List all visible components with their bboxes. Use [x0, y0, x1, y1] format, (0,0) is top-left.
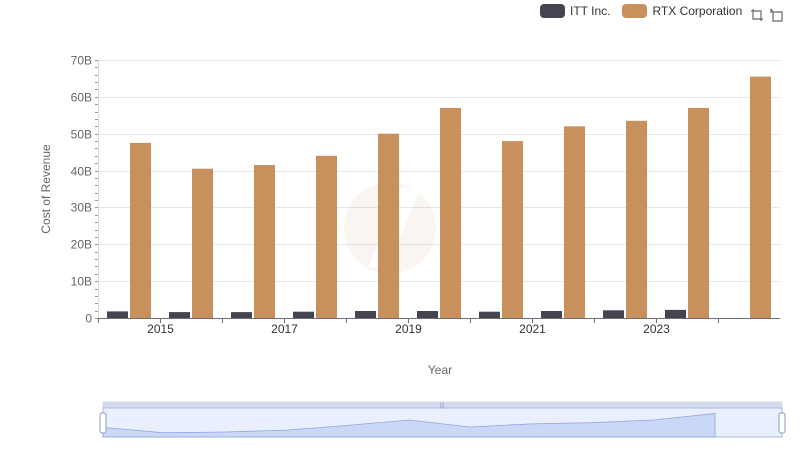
legend-item-itt[interactable]: ITT Inc.	[540, 4, 610, 18]
data-zoom-slider[interactable]: |||	[99, 401, 786, 438]
chart-toolbar	[746, 6, 786, 24]
y-tick-label: 10B	[71, 275, 92, 289]
legend-swatch-rtx	[622, 4, 648, 18]
bar-rtx-2016[interactable]	[254, 165, 275, 318]
y-tick-label: 40B	[71, 165, 92, 179]
bar-rtx-2018[interactable]	[378, 133, 399, 318]
y-axis-label: Cost of Revenue	[39, 144, 53, 234]
legend-label-itt: ITT Inc.	[570, 4, 611, 18]
bar-rtx-2023[interactable]	[688, 107, 709, 319]
legend-label-rtx: RTX Corporation	[652, 4, 743, 18]
legend-item-rtx[interactable]: RTX Corporation	[622, 4, 742, 18]
bar-rtx-2015[interactable]	[192, 168, 213, 318]
bar-itt-2019[interactable]	[417, 311, 438, 318]
bar-itt-2015[interactable]	[169, 312, 190, 318]
x-tick-label: 2023	[643, 322, 670, 336]
bar-rtx-2014[interactable]	[130, 142, 151, 318]
bar-itt-2022[interactable]	[603, 310, 624, 318]
legend: ITT Inc. RTX Corporation	[540, 4, 754, 18]
y-axis-ticks: 0 10B 20B 30B 40B 50B 60B 70B	[71, 54, 99, 326]
bar-itt-2021[interactable]	[541, 311, 562, 318]
x-tick-label: 2017	[271, 322, 298, 336]
slider-preview-area	[102, 413, 716, 438]
slider-handle-left[interactable]	[99, 412, 107, 434]
zoom-icon[interactable]	[748, 6, 766, 24]
y-tick-label: 20B	[71, 238, 92, 252]
bar-itt-2020[interactable]	[479, 311, 500, 318]
y-tick-label: 60B	[71, 91, 92, 105]
bar-itt-2014[interactable]	[107, 311, 128, 318]
bar-itt-2016[interactable]	[231, 312, 252, 318]
bar-itt-2018[interactable]	[355, 311, 376, 318]
slider-handle-right[interactable]	[778, 412, 786, 434]
bar-rtx-2022[interactable]	[626, 120, 647, 318]
restore-icon[interactable]	[768, 6, 786, 24]
y-tick-label: 0	[85, 312, 92, 326]
x-axis-label: Year	[428, 363, 452, 377]
bar-rtx-2020[interactable]	[502, 141, 523, 318]
x-tick-label: 2015	[147, 322, 174, 336]
bar-itt-2023[interactable]	[665, 309, 686, 318]
bar-rtx-2024[interactable]	[750, 76, 771, 318]
x-axis-ticks: 2015 2017 2019 2021 2023	[98, 318, 719, 336]
y-tick-label: 70B	[71, 54, 92, 68]
slider-top-bar[interactable]	[103, 402, 782, 408]
bar-itt-2017[interactable]	[293, 311, 314, 318]
y-tick-label: 50B	[71, 128, 92, 142]
y-tick-label: 30B	[71, 201, 92, 215]
bar-rtx-2021[interactable]	[564, 126, 585, 318]
bar-rtx-2017[interactable]	[316, 155, 337, 318]
x-tick-label: 2019	[395, 322, 422, 336]
bars	[107, 76, 771, 319]
slider-grip-icon[interactable]: |||	[440, 403, 445, 409]
x-tick-label: 2021	[519, 322, 546, 336]
legend-swatch-itt	[540, 4, 565, 18]
bar-rtx-2019[interactable]	[440, 107, 461, 319]
